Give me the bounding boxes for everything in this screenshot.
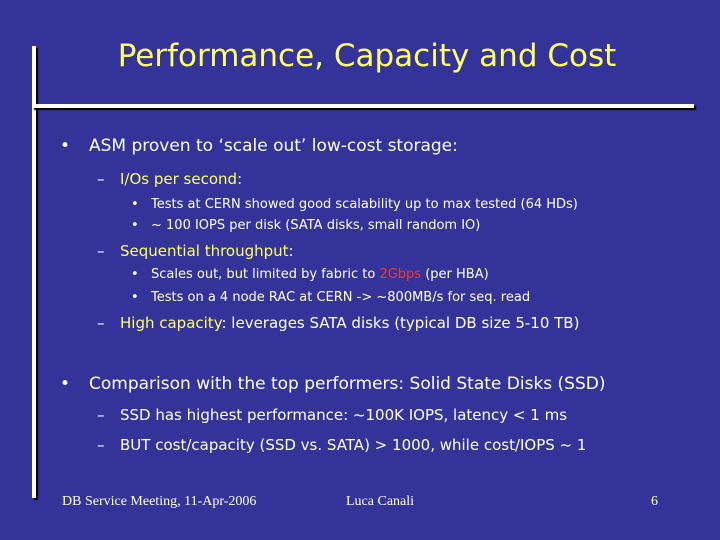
dash-marker: – [97, 436, 105, 454]
sub-bullet-text: Sequential throughput: [120, 242, 294, 260]
rest-text: : [288, 242, 294, 260]
detail-pre: Scales out, but limited by fabric to [151, 267, 380, 282]
dash-marker: – [97, 242, 105, 260]
bullet-1-text: ASM proven to ‘scale out’ low-cost stora… [89, 136, 458, 156]
bullet-marker: • [60, 374, 71, 394]
rest-text: : leverages SATA disks (typical DB size … [221, 314, 580, 332]
dash-marker: – [97, 314, 105, 332]
detail-text: ~ 100 IOPS per disk (SATA disks, small r… [151, 218, 481, 233]
red-highlight: 2Gbps [379, 267, 422, 282]
detail-text: Tests at CERN showed good scalability up… [151, 197, 578, 212]
page-number: 6 [651, 494, 658, 509]
vertical-rule [32, 46, 36, 498]
bullet-marker: • [131, 218, 139, 233]
sub-bullet-text: BUT cost/capacity (SSD vs. SATA) > 1000,… [120, 436, 587, 454]
sub-bullet-text: SSD has highest performance: ~100K IOPS,… [120, 406, 568, 424]
bullet-2-text: Comparison with the top performers: Soli… [89, 374, 606, 394]
footer-author: Luca Canali [346, 494, 415, 509]
bullet-marker: • [131, 197, 139, 212]
footer-left: DB Service Meeting, 11-Apr-2006 [62, 494, 257, 509]
rest-text: : [237, 170, 243, 188]
bullet-marker: • [60, 136, 71, 156]
dash-marker: – [97, 406, 105, 424]
detail-text: Scales out, but limited by fabric to 2Gb… [151, 267, 489, 282]
detail-post: (per HBA) [421, 267, 489, 282]
slide-title: Performance, Capacity and Cost [117, 38, 617, 74]
detail-text: Tests on a 4 node RAC at CERN -> ~800MB/… [151, 290, 531, 305]
highlight-text: I/Os per second [120, 170, 238, 188]
highlight-text: Sequential throughput [120, 242, 289, 260]
bullet-marker: • [131, 290, 139, 305]
dash-marker: – [97, 170, 105, 188]
horizontal-rule [32, 104, 694, 108]
sub-bullet-text: High capacity: leverages SATA disks (typ… [120, 314, 579, 332]
sub-bullet-text: I/Os per second: [120, 170, 242, 188]
highlight-text: High capacity [120, 314, 222, 332]
bullet-marker: • [131, 267, 139, 282]
